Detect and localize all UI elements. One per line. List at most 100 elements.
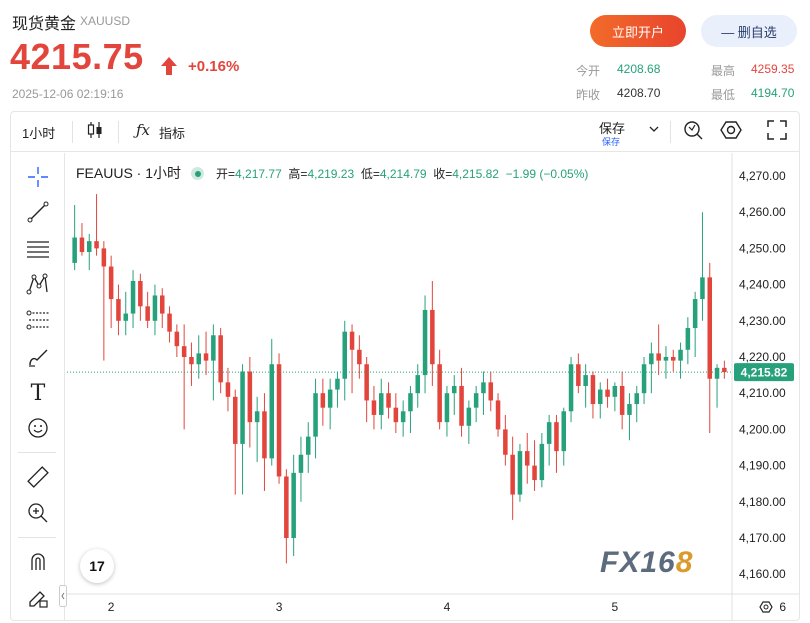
zoom-in-icon[interactable] (22, 498, 54, 528)
candle-body (218, 335, 223, 383)
ruler-icon[interactable] (22, 462, 54, 492)
candle-body (305, 436, 311, 455)
change-legend-value: −1.99 (−0.05%) (505, 167, 589, 181)
candle-body (269, 364, 275, 459)
candle-body (386, 393, 391, 408)
high-label: 最高 (711, 64, 736, 78)
candle-body (517, 451, 523, 495)
lock-pencil-icon[interactable] (22, 583, 54, 613)
y-tick-label: 4,220.00 (739, 350, 786, 364)
quick-search-icon[interactable] (682, 119, 704, 141)
brush-icon[interactable] (22, 342, 54, 372)
fullscreen-icon[interactable] (766, 119, 788, 141)
emoji-icon[interactable] (22, 413, 54, 443)
y-tick-label: 4,190.00 (739, 459, 786, 473)
candle-body (714, 367, 720, 379)
candle-body (641, 364, 647, 394)
crosshair-icon[interactable] (22, 162, 54, 192)
candle-body (524, 451, 530, 466)
fx168-watermark: FX168 (600, 546, 693, 580)
low-legend-label: 低= (360, 167, 380, 181)
collapse-toolbar-icon[interactable] (59, 585, 67, 607)
candle-body (276, 364, 282, 477)
candle-type-icon[interactable] (86, 120, 104, 140)
candle-body (108, 266, 114, 300)
candle-body (196, 353, 202, 365)
candle-body (211, 335, 216, 361)
candle-body (583, 375, 588, 386)
candle-body (678, 349, 683, 361)
candle-body (459, 385, 464, 426)
candle-body (327, 389, 333, 408)
candle-body (568, 364, 574, 412)
candle-body (320, 393, 326, 408)
close-legend-label: 收= (433, 167, 453, 181)
y-tick-label: 4,240.00 (739, 278, 786, 292)
remove-favorite-button[interactable]: — 删自选 (701, 15, 797, 47)
candle-body (225, 382, 231, 397)
candle-body (503, 429, 508, 455)
settings-icon[interactable] (720, 119, 742, 141)
candle-body (576, 364, 581, 386)
candle-body (408, 393, 413, 412)
indicators-button[interactable]: 指标 (159, 126, 186, 141)
candle-body (627, 404, 632, 415)
watermark-main: FX16 (600, 546, 676, 579)
chart-widget (10, 111, 800, 621)
candle-body (72, 237, 77, 263)
interval-selector[interactable]: 1小时 (22, 126, 56, 141)
candle-body (181, 346, 187, 357)
candle-body (364, 364, 369, 401)
open-account-button[interactable]: 立即开户 (590, 15, 686, 47)
x-tick-label: 6 (779, 600, 786, 614)
candle-body (152, 295, 158, 321)
candle-body (495, 400, 501, 430)
candle-body (437, 364, 442, 423)
indicator-fx-icon[interactable]: ƒx (136, 121, 151, 139)
x-tick-label: 5 (612, 600, 619, 614)
magnet-icon[interactable] (22, 547, 54, 577)
candle-body (670, 357, 676, 361)
candle-body (692, 299, 698, 329)
candle-body (590, 375, 596, 405)
candle-body (422, 309, 428, 376)
chevron-down-icon[interactable] (648, 124, 660, 134)
candle-body (101, 248, 107, 267)
prev-close-value: 4208.70 (617, 86, 661, 100)
candle-body (357, 349, 362, 365)
fib-icon[interactable] (22, 305, 54, 335)
price-change-percent: +0.16% (188, 58, 240, 75)
close-legend-value: 4,215.82 (452, 167, 499, 181)
candle-body (167, 313, 172, 332)
candle-body (94, 241, 99, 249)
save-subtitle: 保存 (602, 137, 621, 147)
y-tick-label: 4,270.00 (739, 169, 786, 183)
horizontal-lines-icon[interactable] (22, 233, 54, 263)
candle-body (612, 385, 618, 397)
text-icon[interactable]: T (30, 380, 46, 406)
prev-close-label: 昨收 (576, 88, 601, 102)
candle-body (619, 385, 625, 415)
candle-body (284, 476, 289, 538)
high-legend-label: 高= (288, 167, 308, 181)
candle-body (554, 422, 559, 452)
candle-body (722, 367, 727, 373)
ohlc-legend: FEAUUS · 1小时 开=4,217.77 高=4,219.23 低=4,21… (76, 163, 588, 183)
candle-body (189, 357, 194, 365)
candle-body (254, 411, 260, 423)
y-tick-label: 4,180.00 (739, 495, 786, 509)
candle-body (313, 393, 318, 437)
up-arrow-icon (161, 57, 177, 75)
pattern-icon[interactable] (22, 269, 54, 299)
trend-line-icon[interactable] (22, 197, 54, 227)
x-tick-label: 4 (444, 600, 451, 614)
candle-body (247, 371, 253, 423)
tradingview-logo[interactable]: 17 (80, 549, 114, 583)
chart-toolbar (11, 112, 799, 152)
candle-body (342, 331, 348, 379)
candle-body (539, 443, 545, 481)
y-tick-label: 4,170.00 (739, 531, 786, 545)
candle-body (707, 277, 713, 379)
save-button[interactable]: 保存 (599, 121, 626, 136)
